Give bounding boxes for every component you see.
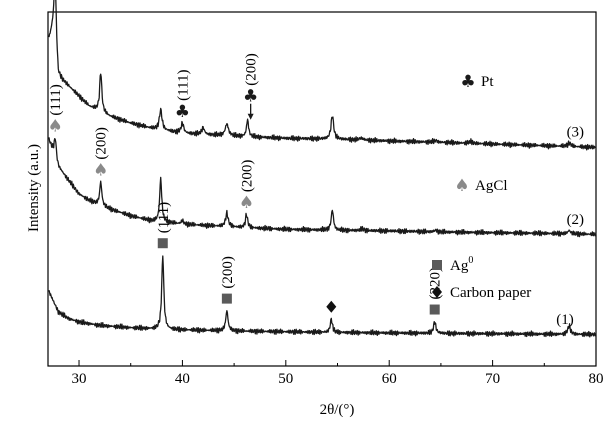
peak-label: (111) — [48, 84, 64, 115]
legend-label: Ag0 — [450, 255, 473, 274]
peak-marker-square — [157, 238, 168, 249]
legend-label: Pt — [481, 74, 494, 90]
curve-label: (1) — [556, 312, 574, 328]
peak-marker-spade: ♠ — [239, 193, 254, 213]
plot-frame — [47, 11, 597, 367]
peak-marker-diamond — [326, 300, 337, 313]
peak-marker-spade: ♠ — [48, 117, 63, 137]
legend-marker-spade: ♠ — [454, 176, 469, 196]
xrd-curve-3 — [48, 255, 597, 338]
peak-arrow-head — [247, 113, 254, 120]
curve-label: (2) — [567, 212, 585, 228]
y-axis-title: Intensity (a.u.) — [26, 144, 42, 232]
x-tick-label: 80 — [589, 371, 604, 387]
x-tick-label: 40 — [175, 371, 190, 387]
curve-label: (3) — [567, 125, 585, 141]
legend-marker-square — [432, 260, 442, 270]
legend-marker-club: ♣ — [460, 72, 475, 92]
peak-label: (200) — [240, 160, 256, 193]
x-tick-label: 60 — [382, 371, 397, 387]
legend-label: AgCl — [475, 178, 508, 194]
xrd-curve-1 — [48, 0, 597, 151]
peak-marker-square — [221, 293, 232, 304]
legend-label: Carbon paper — [450, 285, 531, 301]
peak-marker-club: ♣ — [243, 87, 258, 107]
xrd-curve-2 — [48, 137, 597, 238]
peak-marker-square — [429, 304, 440, 315]
x-tick-label: 30 — [72, 371, 87, 387]
x-tick-label: 70 — [485, 371, 500, 387]
peak-label: (111) — [156, 202, 172, 233]
peak-marker-club: ♣ — [175, 102, 190, 122]
peak-label: (111) — [175, 70, 191, 101]
peak-label: (200) — [244, 53, 260, 86]
legend-marker-diamond — [432, 286, 442, 298]
peak-label: (200) — [94, 127, 110, 160]
x-axis-title: 2θ/(°) — [320, 402, 355, 418]
plot-layer: 30 40 50 60 70 80(3)(2)(1)♣(111) ♣(200)♠(111)♠… — [47, 0, 604, 387]
x-tick-label: 50 — [278, 371, 293, 387]
peak-label: (200) — [220, 256, 236, 289]
peak-marker-spade: ♠ — [93, 161, 108, 181]
